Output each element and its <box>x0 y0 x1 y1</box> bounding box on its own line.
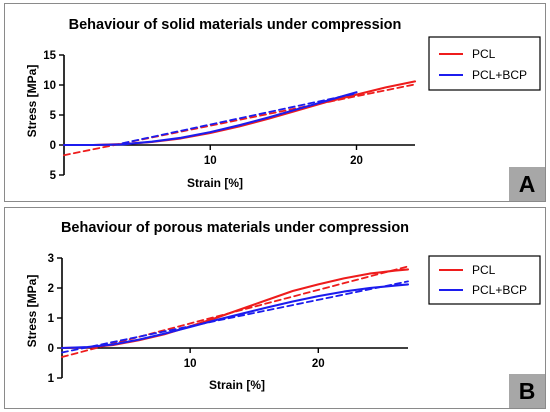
chart-a-title: Behaviour of solid materials under compr… <box>69 17 402 33</box>
y-tick-label: 3 <box>48 253 54 265</box>
x-tick-label: 20 <box>312 358 325 370</box>
chart-b-xlabel: Strain [%] <box>209 378 265 392</box>
y-tick-label: 5 <box>50 170 57 182</box>
y-tick-label: 1 <box>48 373 55 385</box>
y-tick-label: 0 <box>50 140 56 152</box>
x-tick-label: 10 <box>204 155 217 167</box>
x-tick-label: 20 <box>350 155 363 167</box>
series-line-pcl-fit <box>61 265 409 358</box>
y-tick-label: 15 <box>43 50 56 62</box>
chart-a-xlabel: Strain [%] <box>187 176 243 190</box>
chart-b-legend: PCL PCL+BCP <box>428 255 541 305</box>
chart-b-legend-box <box>428 255 541 305</box>
chart-b-title: Behaviour of porous materials under comp… <box>61 220 409 236</box>
legend-label-pcl-bcp: PCL+BCP <box>472 283 527 297</box>
panel-label-a: A <box>509 167 545 201</box>
chart-a-lines <box>62 80 417 157</box>
y-tick-label: 10 <box>43 80 56 92</box>
y-tick-label: 0 <box>48 343 54 355</box>
x-tick-label: 10 <box>184 358 197 370</box>
y-tick-label: 2 <box>48 283 54 295</box>
chart-b-lines <box>60 265 410 358</box>
y-tick-label: 5 <box>50 110 57 122</box>
series-line-pcl-bcp-fit <box>121 92 358 145</box>
series-line-pcl <box>60 268 410 350</box>
chart-a-svg: Behaviour of solid materials under compr… <box>25 17 541 190</box>
legend-label-pcl: PCL <box>472 47 496 61</box>
series-line-pcl <box>62 80 417 147</box>
chart-a-ticks: 15 10 5 0 5 10 20 <box>43 50 415 182</box>
series-line-pcl-bcp-fit <box>61 280 409 354</box>
legend-label-pcl: PCL <box>472 263 496 277</box>
chart-b-svg: Behaviour of porous materials under comp… <box>25 220 541 392</box>
series-line-pcl-bcp <box>62 91 358 147</box>
chart-a-ylabel: Stress [MPa] <box>25 65 39 138</box>
series-line-pcl-bcp <box>60 283 410 350</box>
panel-label-b: B <box>509 374 545 408</box>
y-tick-label: 1 <box>48 313 55 325</box>
chart-a-legend-box <box>428 36 541 91</box>
legend-label-pcl-bcp: PCL+BCP <box>472 68 527 82</box>
chart-panel-a: Behaviour of solid materials under compr… <box>4 3 546 202</box>
chart-b-ylabel: Stress [MPa] <box>25 275 39 348</box>
chart-panel-b: Behaviour of porous materials under comp… <box>4 207 546 409</box>
chart-a-legend: PCL PCL+BCP <box>428 36 541 91</box>
